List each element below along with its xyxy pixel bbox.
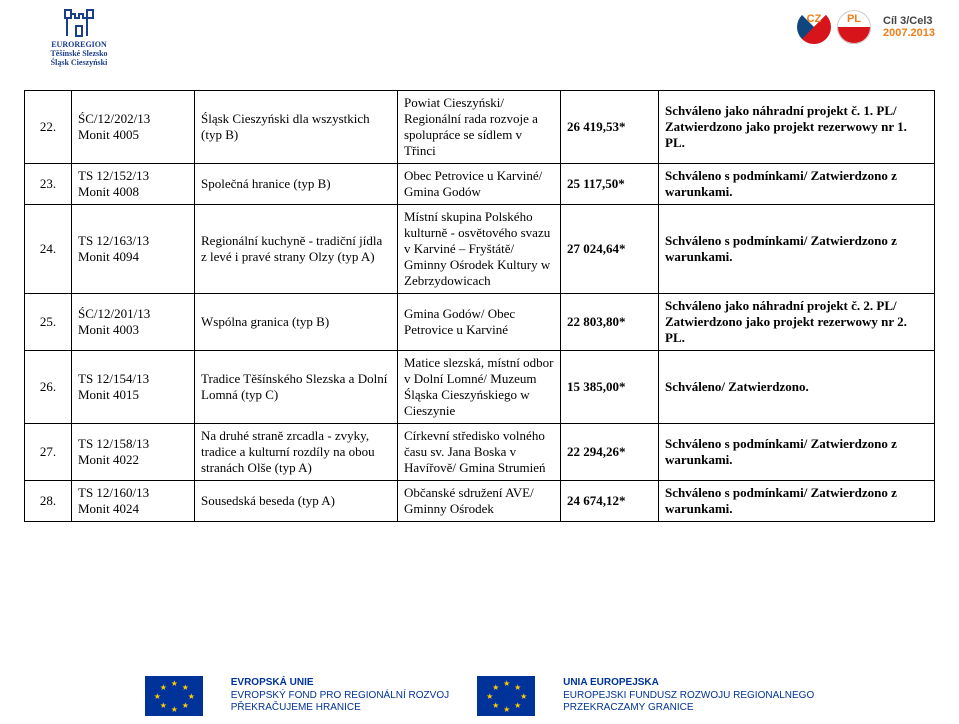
euroregion-logo: EUROREGION Těšínské Slezsko Śląsk Cieszy… (24, 4, 134, 67)
project-amount: 25 117,50* (561, 164, 659, 205)
table-row: 28.TS 12/160/13Monit 4024Sousedská besed… (25, 481, 935, 522)
row-number: 22. (25, 91, 72, 164)
program-logo: CZ PL Cíl 3/Cel3 2007.2013 (797, 10, 935, 44)
project-location: Matice slezská, místní odbor v Dolní Lom… (398, 351, 561, 424)
cil3-text: Cíl 3/Cel3 2007.2013 (883, 15, 935, 39)
project-code: TS 12/160/13Monit 4024 (72, 481, 195, 522)
row-number: 26. (25, 351, 72, 424)
eu-flag-icon: ★ ★ ★ ★ ★ ★ ★ ★ (145, 676, 203, 716)
project-amount: 24 674,12* (561, 481, 659, 522)
project-status: Schváleno s podmínkami/ Zatwierdzono z w… (659, 481, 935, 522)
row-number: 23. (25, 164, 72, 205)
project-code: TS 12/158/13Monit 4022 (72, 424, 195, 481)
page-header: EUROREGION Těšínské Slezsko Śląsk Cieszy… (0, 0, 959, 90)
project-subject: Na druhé straně zrcadla - zvyky, tradice… (195, 424, 398, 481)
row-number: 28. (25, 481, 72, 522)
project-amount: 22 294,26* (561, 424, 659, 481)
table-row: 24.TS 12/163/13Monit 4094Regionální kuch… (25, 205, 935, 294)
castle-icon (59, 4, 99, 38)
table-row: 23.TS 12/152/13Monit 4008Společná hranic… (25, 164, 935, 205)
eu-flag-icon: ★ ★ ★ ★ ★ ★ ★ ★ (477, 676, 535, 716)
project-location: Gmina Godów/ Obec Petrovice u Karviné (398, 294, 561, 351)
project-amount: 27 024,64* (561, 205, 659, 294)
project-status: Schváleno s podmínkami/ Zatwierdzono z w… (659, 424, 935, 481)
project-location: Powiat Cieszyński/ Regionální rada rozvo… (398, 91, 561, 164)
project-amount: 26 419,53* (561, 91, 659, 164)
row-number: 27. (25, 424, 72, 481)
footer-r2: EUROPEJSKI FUNDUSZ ROZWOJU REGIONALNEGO (563, 690, 814, 703)
euroregion-sub2: Śląsk Cieszyński (24, 58, 134, 67)
footer-r3: PRZEKRACZAMY GRANICE (563, 702, 814, 715)
project-subject: Śląsk Cieszyński dla wszystkich (typ B) (195, 91, 398, 164)
project-code: ŚC/12/202/13Monit 4005 (72, 91, 195, 164)
project-location: Občanské sdružení AVE/ Gminny Ośrodek (398, 481, 561, 522)
euroregion-sub1: Těšínské Slezsko (24, 49, 134, 58)
footer-text-left: EVROPSKÁ UNIE EVROPSKÝ FOND PRO REGIONÁL… (231, 677, 449, 715)
table-row: 27.TS 12/158/13Monit 4022Na druhé straně… (25, 424, 935, 481)
project-amount: 22 803,80* (561, 294, 659, 351)
table-row: 26.TS 12/154/13Monit 4015Tradice Těšínsk… (25, 351, 935, 424)
project-subject: Wspólna granica (typ B) (195, 294, 398, 351)
footer-l3: PŘEKRAČUJEME HRANICE (231, 702, 449, 715)
row-number: 24. (25, 205, 72, 294)
table-row: 25.ŚC/12/201/13Monit 4003Wspólna granica… (25, 294, 935, 351)
euroregion-title: EUROREGION (24, 40, 134, 49)
page-footer: ★ ★ ★ ★ ★ ★ ★ ★ EVROPSKÁ UNIE EVROPSKÝ F… (0, 676, 959, 716)
projects-table: 22.ŚC/12/202/13Monit 4005Śląsk Cieszyńsk… (24, 90, 935, 522)
czpl-icon: CZ PL (797, 10, 871, 44)
project-subject: Společná hranice (typ B) (195, 164, 398, 205)
project-location: Místní skupina Polského kulturně - osvět… (398, 205, 561, 294)
table-container: 22.ŚC/12/202/13Monit 4005Śląsk Cieszyńsk… (0, 90, 959, 522)
project-subject: Regionální kuchyně - tradiční jídla z le… (195, 205, 398, 294)
project-status: Schváleno jako náhradní projekt č. 1. PL… (659, 91, 935, 164)
project-amount: 15 385,00* (561, 351, 659, 424)
project-status: Schváleno jako náhradní projekt č. 2. PL… (659, 294, 935, 351)
project-code: TS 12/163/13Monit 4094 (72, 205, 195, 294)
project-status: Schváleno s podmínkami/ Zatwierdzono z w… (659, 164, 935, 205)
project-subject: Sousedská beseda (typ A) (195, 481, 398, 522)
footer-text-right: UNIA EUROPEJSKA EUROPEJSKI FUNDUSZ ROZWO… (563, 677, 814, 715)
project-location: Církevní středisko volného času sv. Jana… (398, 424, 561, 481)
project-status: Schváleno/ Zatwierdzono. (659, 351, 935, 424)
project-status: Schváleno s podmínkami/ Zatwierdzono z w… (659, 205, 935, 294)
project-code: TS 12/154/13Monit 4015 (72, 351, 195, 424)
table-row: 22.ŚC/12/202/13Monit 4005Śląsk Cieszyńsk… (25, 91, 935, 164)
footer-r1: UNIA EUROPEJSKA (563, 677, 814, 690)
project-subject: Tradice Těšínského Slezska a Dolní Lomná… (195, 351, 398, 424)
footer-l2: EVROPSKÝ FOND PRO REGIONÁLNÍ ROZVOJ (231, 690, 449, 703)
row-number: 25. (25, 294, 72, 351)
cil3-bottom: 2007.2013 (883, 27, 935, 39)
footer-l1: EVROPSKÁ UNIE (231, 677, 449, 690)
cil3-top: Cíl 3/Cel3 (883, 15, 935, 27)
project-code: TS 12/152/13Monit 4008 (72, 164, 195, 205)
project-location: Obec Petrovice u Karviné/ Gmina Godów (398, 164, 561, 205)
project-code: ŚC/12/201/13Monit 4003 (72, 294, 195, 351)
